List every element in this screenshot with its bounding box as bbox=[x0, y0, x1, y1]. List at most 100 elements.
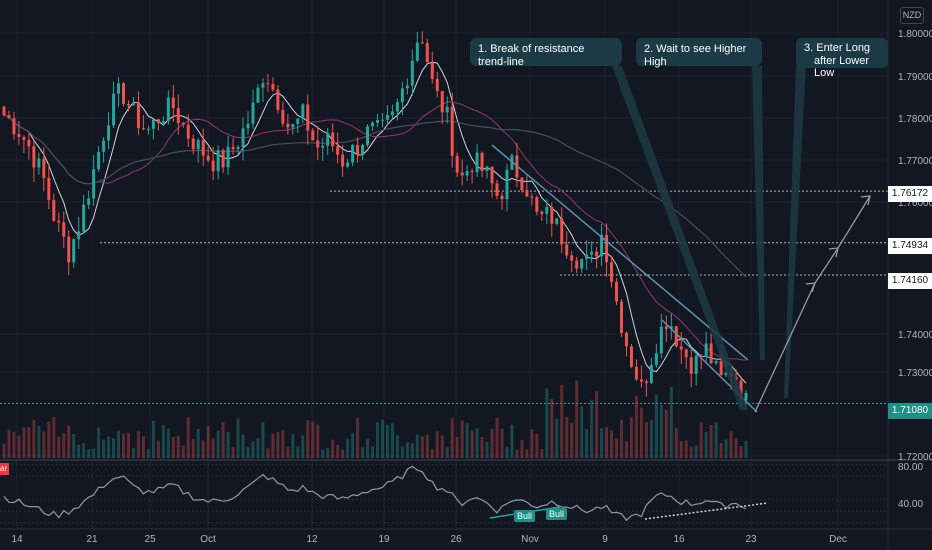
volume-bar bbox=[500, 428, 504, 458]
volume-bar bbox=[535, 433, 539, 458]
candle-body bbox=[52, 200, 56, 221]
candle-body bbox=[296, 118, 300, 124]
candle-body bbox=[505, 169, 509, 200]
volume-bar bbox=[460, 420, 464, 458]
rsi-line bbox=[3, 465, 747, 522]
candle-body bbox=[450, 106, 454, 156]
candle-body bbox=[57, 220, 61, 223]
candle-body bbox=[131, 102, 135, 106]
callout-3-pointer bbox=[784, 66, 806, 398]
volume-bar bbox=[570, 422, 574, 458]
volume-bar bbox=[261, 422, 265, 458]
candle-body bbox=[620, 301, 623, 333]
time-tick-label: 14 bbox=[11, 534, 23, 545]
candle-body bbox=[500, 195, 504, 200]
candle-body bbox=[674, 326, 678, 347]
volume-bar bbox=[186, 417, 190, 458]
volume-bar bbox=[649, 420, 653, 458]
volume-bar bbox=[57, 436, 61, 458]
volume-bar bbox=[545, 388, 549, 458]
volume-bar bbox=[32, 419, 36, 458]
volume-bar bbox=[286, 446, 290, 458]
volume-bar bbox=[37, 426, 41, 458]
volume-bar bbox=[560, 385, 564, 458]
volume-bar bbox=[575, 380, 579, 458]
candle-body bbox=[380, 119, 384, 121]
candle-body bbox=[32, 146, 36, 168]
volume-bar bbox=[719, 443, 723, 458]
volume-bar bbox=[420, 436, 424, 458]
volume-bar bbox=[221, 421, 225, 458]
volume-bar bbox=[729, 431, 733, 458]
time-tick-label: 23 bbox=[745, 534, 757, 545]
volume-bar bbox=[122, 433, 126, 458]
volume-bar bbox=[679, 441, 683, 458]
volume-bar bbox=[654, 394, 658, 458]
candle-body bbox=[246, 123, 250, 129]
volume-bar bbox=[639, 407, 643, 458]
candle-body bbox=[361, 144, 365, 155]
time-tick-label: 9 bbox=[602, 534, 608, 545]
volume-bar bbox=[634, 395, 638, 458]
candle-body bbox=[610, 262, 614, 282]
rsi-tick-label: 40.00 bbox=[898, 499, 923, 510]
candle-body bbox=[689, 357, 693, 374]
candle-body bbox=[231, 146, 235, 150]
candle-body bbox=[261, 83, 265, 88]
volume-bar bbox=[595, 391, 599, 458]
projection-arrowhead-0 bbox=[805, 282, 816, 293]
ma-fast-line bbox=[3, 61, 747, 384]
candle-body bbox=[649, 364, 653, 384]
volume-bar bbox=[605, 427, 609, 458]
candle-body bbox=[311, 130, 315, 141]
moving-averages bbox=[3, 61, 747, 384]
candle-body bbox=[699, 355, 703, 357]
price-tick-label: 1.76000 bbox=[898, 198, 932, 209]
bull-label-2: Bull bbox=[546, 508, 568, 520]
callout-break-resistance[interactable]: 1. Break of resistance trend-line bbox=[470, 38, 622, 68]
volume-bar bbox=[92, 448, 96, 458]
volume-bar bbox=[540, 449, 544, 458]
volume-bar bbox=[47, 421, 51, 458]
volume-bar bbox=[136, 431, 140, 458]
candle-body bbox=[405, 85, 409, 89]
callout-3-line2: after Lower Low bbox=[814, 54, 870, 80]
volume-bar bbox=[495, 417, 499, 458]
currency-label[interactable]: NZD bbox=[900, 7, 924, 24]
volume-bar bbox=[390, 423, 394, 458]
volume-bar bbox=[27, 426, 31, 458]
price-tick-label: 1.80000 bbox=[898, 29, 932, 40]
time-tick-label: Oct bbox=[200, 534, 216, 545]
callout-enter-long[interactable]: 3. Enter Long after Lower Low bbox=[796, 38, 888, 79]
volume-bar bbox=[480, 437, 484, 458]
price-tick-label: 1.74000 bbox=[898, 330, 932, 341]
callout-1-text: 1. Break of resistance trend-line bbox=[478, 43, 585, 68]
volume-bar bbox=[385, 424, 389, 458]
indicator-label[interactable]: ar bbox=[0, 463, 9, 475]
candle-body bbox=[525, 189, 529, 197]
candle-body bbox=[605, 234, 609, 263]
volume-bar bbox=[141, 436, 145, 458]
price-tag-current: 1.71080 bbox=[888, 403, 932, 419]
volume-bar bbox=[171, 437, 175, 458]
volume-bar bbox=[246, 447, 250, 458]
callout-higher-high[interactable]: 2. Wait to see Higher High bbox=[636, 38, 762, 68]
candle-body bbox=[744, 393, 748, 401]
volume-bar bbox=[236, 418, 240, 458]
volume-bar bbox=[241, 434, 245, 458]
volume-bar bbox=[336, 445, 340, 458]
volume-bar bbox=[97, 427, 101, 458]
candle-body bbox=[425, 42, 429, 63]
candle-body bbox=[351, 144, 355, 163]
volume-bar bbox=[455, 436, 459, 458]
candle-body bbox=[709, 343, 713, 364]
volume-bar bbox=[709, 425, 713, 458]
candle-body bbox=[201, 140, 205, 156]
candle-body bbox=[336, 146, 340, 155]
volume-bar bbox=[585, 429, 589, 458]
volume-bar bbox=[346, 438, 350, 458]
volume-bar bbox=[475, 428, 479, 458]
candle-body bbox=[395, 102, 399, 112]
candle-body bbox=[37, 158, 41, 168]
